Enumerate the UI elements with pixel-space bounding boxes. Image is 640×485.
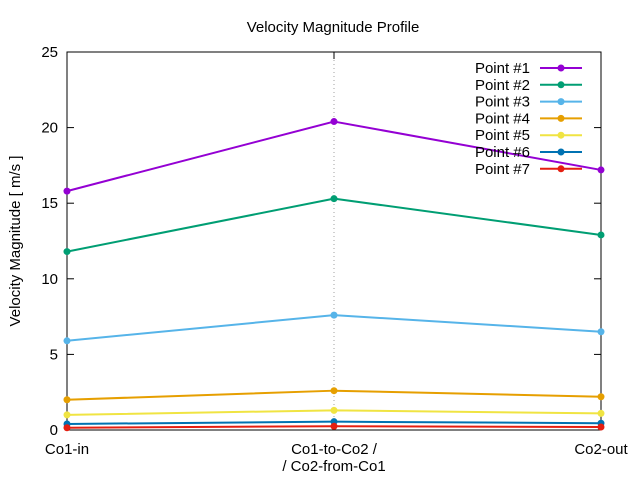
legend-marker xyxy=(557,131,565,139)
y-tick-label: 25 xyxy=(41,44,58,61)
x-tick-label: / Co2-from-Co1 xyxy=(282,458,385,475)
data-point xyxy=(597,231,605,239)
data-point xyxy=(63,411,71,419)
legend-marker xyxy=(557,114,565,122)
x-tick-label: Co2-out xyxy=(574,441,628,458)
y-tick-label: 0 xyxy=(50,422,58,439)
data-point xyxy=(63,424,71,432)
data-point xyxy=(597,409,605,417)
data-point xyxy=(63,248,71,256)
data-point xyxy=(330,311,338,319)
legend-label: Point #5 xyxy=(475,127,530,144)
legend-marker xyxy=(557,98,565,106)
legend-marker xyxy=(557,148,565,156)
data-point xyxy=(330,195,338,203)
series-layer xyxy=(63,118,605,432)
chart-title: Velocity Magnitude Profile xyxy=(247,19,420,36)
legend-label: Point #2 xyxy=(475,77,530,94)
series-line-2 xyxy=(66,197,602,253)
legend-marker xyxy=(557,64,565,72)
data-point xyxy=(330,118,338,126)
data-point xyxy=(330,387,338,395)
y-tick-label: 20 xyxy=(41,120,58,137)
data-point xyxy=(63,337,71,345)
legend-label: Point #1 xyxy=(475,60,530,77)
y-tick-label: 10 xyxy=(41,271,58,288)
legend-marker xyxy=(557,81,565,89)
data-point xyxy=(63,187,71,195)
data-point xyxy=(63,396,71,404)
data-point xyxy=(597,328,605,336)
legend-label: Point #7 xyxy=(475,161,530,178)
y-axis-label: Velocity Magnitude [ m/s ] xyxy=(7,156,24,327)
data-point xyxy=(330,422,338,430)
legend-marker xyxy=(557,165,565,173)
data-point xyxy=(597,423,605,431)
data-point xyxy=(597,393,605,401)
y-tick-label: 15 xyxy=(41,195,58,212)
legend-label: Point #4 xyxy=(475,110,530,127)
x-tick-label: Co1-in xyxy=(45,441,89,458)
data-point xyxy=(330,406,338,414)
y-tick-label: 5 xyxy=(50,346,58,363)
x-tick-label: Co1-to-Co2 / xyxy=(291,441,378,458)
legend-label: Point #6 xyxy=(475,144,530,161)
legend-label: Point #3 xyxy=(475,94,530,111)
data-point xyxy=(597,166,605,174)
axes-layer: 0 5 10 15 20 25 Co1-in Co1-to-Co2 // Co2-from-C… xyxy=(41,44,628,475)
